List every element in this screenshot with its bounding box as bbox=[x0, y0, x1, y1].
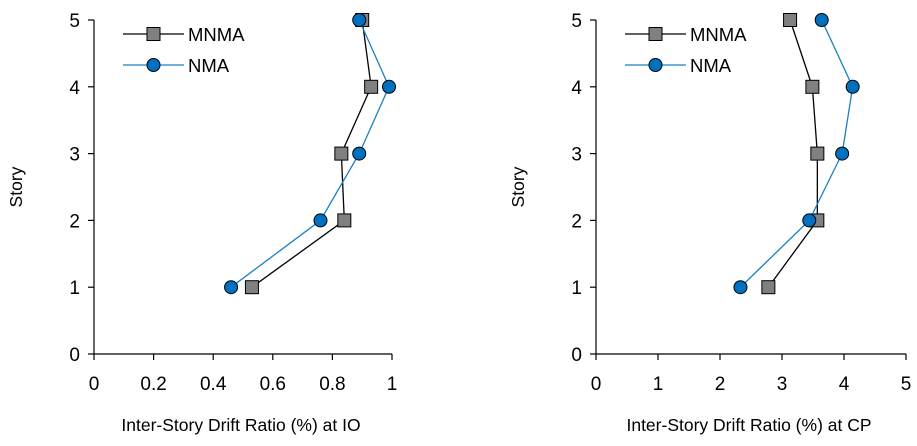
data-point-mnma bbox=[244, 280, 259, 295]
data-point-nma bbox=[313, 213, 328, 228]
y-axis-label: Story bbox=[6, 166, 26, 207]
x-axis-label: Inter-Story Drift Ratio (%) at CP bbox=[626, 415, 871, 435]
data-point-nma bbox=[835, 146, 850, 161]
data-point-nma bbox=[352, 13, 367, 27]
legend-item-nma: NMA bbox=[123, 55, 230, 76]
data-point-mnma bbox=[805, 79, 820, 94]
data-point-mnma bbox=[334, 146, 349, 161]
y-tick-label: 1 bbox=[69, 278, 80, 299]
chart-2: 0 1 2 3 4 5 0 1 2 3 4 5 Inter-Story Drift Ratio (%) … bbox=[508, 11, 911, 435]
x-tick-label: 0.8 bbox=[319, 374, 345, 395]
y-axis-label: Story bbox=[508, 166, 528, 207]
y-tick-label: 3 bbox=[69, 145, 80, 166]
x-tick-label: 1 bbox=[387, 374, 398, 395]
data-point-nma bbox=[224, 280, 239, 295]
legend-item-nma: NMA bbox=[625, 55, 732, 76]
x-tick-label: 3 bbox=[777, 374, 788, 395]
data-point-nma bbox=[352, 146, 367, 161]
y-tick-label: 4 bbox=[69, 78, 80, 99]
y-tick-label: 5 bbox=[69, 11, 80, 32]
x-tick-label: 0 bbox=[591, 374, 602, 395]
legend-label: NMA bbox=[690, 55, 732, 76]
y-tick-label: 2 bbox=[69, 211, 80, 232]
data-point-nma bbox=[814, 13, 829, 27]
legend-label: MNMA bbox=[188, 24, 245, 45]
x-tick-label: 1 bbox=[653, 374, 664, 395]
y-tick-label: 0 bbox=[69, 345, 80, 366]
legend-marker-square bbox=[146, 27, 161, 41]
legend-marker-circle bbox=[648, 58, 663, 72]
x-tick-label: 2 bbox=[715, 374, 726, 395]
legend-label: MNMA bbox=[690, 24, 747, 45]
x-tick-label: 0.6 bbox=[260, 374, 286, 395]
series-line-mnma bbox=[767, 19, 818, 288]
data-point-mnma bbox=[783, 13, 798, 27]
y-tick-label: 1 bbox=[571, 278, 582, 299]
data-point-mnma bbox=[337, 213, 352, 228]
data-point-nma bbox=[382, 79, 397, 94]
data-point-nma bbox=[845, 79, 860, 94]
data-point-mnma bbox=[761, 280, 776, 295]
legend-label: NMA bbox=[188, 55, 230, 76]
x-tick-label: 5 bbox=[901, 374, 912, 395]
legend-marker-square bbox=[648, 27, 663, 41]
legend-item-mnma: MNMA bbox=[625, 24, 747, 45]
x-axis-label: Inter-Story Drift Ratio (%) at IO bbox=[121, 415, 360, 435]
chart-1: 0 0.2 0.4 0.6 0.8 1 0 1 2 3 4 5 Inter-Story Drift Ra… bbox=[6, 11, 397, 435]
x-tick-label: 0 bbox=[89, 374, 100, 395]
data-point-mnma bbox=[810, 146, 825, 161]
y-tick-label: 4 bbox=[571, 78, 582, 99]
data-point-nma bbox=[733, 280, 748, 295]
data-point-mnma bbox=[364, 79, 379, 94]
y-tick-label: 0 bbox=[571, 345, 582, 366]
x-tick-label: 4 bbox=[839, 374, 850, 395]
y-tick-label: 5 bbox=[571, 11, 582, 32]
data-point-nma bbox=[802, 213, 817, 228]
y-tick-label: 3 bbox=[571, 145, 582, 166]
x-tick-label: 0.2 bbox=[140, 374, 166, 395]
x-tick-label: 0.4 bbox=[200, 374, 227, 395]
legend-item-mnma: MNMA bbox=[123, 24, 245, 45]
legend-marker-circle bbox=[146, 58, 161, 72]
y-tick-label: 2 bbox=[571, 211, 582, 232]
